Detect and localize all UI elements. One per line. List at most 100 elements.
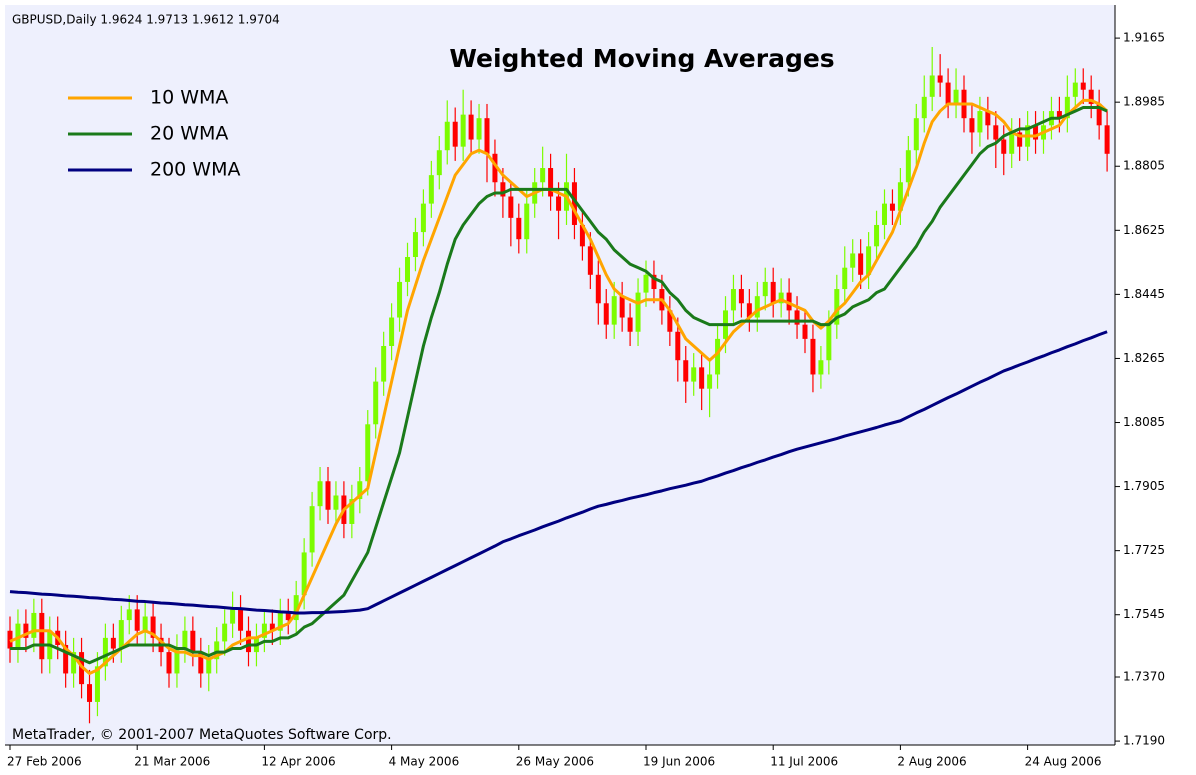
candle-body	[460, 114, 466, 147]
candle-body	[174, 648, 180, 674]
candle-body	[905, 150, 911, 183]
candle-body	[436, 150, 442, 176]
candle-body	[492, 153, 498, 183]
candle-body	[897, 182, 903, 211]
candle-body	[246, 630, 251, 653]
candle-body	[715, 338, 721, 375]
candle-body	[921, 96, 927, 119]
candle-body	[190, 630, 196, 653]
candle-body	[63, 644, 69, 674]
candle-body	[1017, 132, 1023, 147]
y-tick-label: 1.7905	[1123, 479, 1165, 493]
y-tick-label: 1.9165	[1123, 31, 1165, 45]
candle-body	[39, 612, 45, 660]
x-tick-label: 11 Jul 2006	[770, 755, 838, 769]
candle-body	[365, 424, 371, 482]
x-tick-label: 12 Apr 2006	[261, 755, 335, 769]
candle-body	[754, 296, 760, 318]
candle-body	[1088, 89, 1094, 104]
candle-body	[468, 114, 474, 140]
candle-body	[7, 630, 13, 649]
candle-body	[134, 609, 140, 631]
candle-body	[595, 274, 601, 304]
legend-label: 10 WMA	[150, 87, 228, 109]
candle-body	[937, 75, 943, 83]
candle-body	[508, 196, 514, 218]
candle-body	[826, 324, 832, 361]
candle-body	[397, 281, 403, 318]
candle-body	[428, 175, 434, 204]
footer: MetaTrader, © 2001-2007 MetaQuotes Softw…	[12, 727, 392, 743]
candle-body	[667, 310, 673, 332]
candle-body	[571, 182, 577, 225]
candle-body	[730, 289, 736, 311]
y-tick-label: 1.7725	[1123, 543, 1165, 557]
candle-body	[850, 253, 856, 268]
candle-body	[770, 281, 776, 304]
candle-body	[214, 641, 220, 660]
y-tick-label: 1.7190	[1123, 734, 1165, 748]
chart-title: Weighted Moving Averages	[449, 44, 834, 73]
candle-body	[929, 75, 935, 97]
candle-body	[269, 623, 275, 631]
x-tick-label: 26 May 2006	[516, 755, 594, 769]
candle-body	[23, 623, 29, 638]
wma-line	[9, 98, 1109, 675]
candle-body	[373, 381, 379, 425]
candle-body	[802, 324, 808, 339]
y-tick-label: 1.8445	[1123, 287, 1165, 301]
candle-body	[699, 367, 705, 389]
wma-line	[9, 330, 1108, 615]
candle-body	[556, 196, 562, 211]
candle-body	[87, 684, 92, 702]
legend-label: 200 WMA	[150, 159, 240, 181]
candle-body	[126, 609, 132, 621]
candle-body	[651, 274, 657, 290]
candle-body	[142, 616, 148, 631]
candle-body	[1009, 132, 1015, 154]
candle-body	[818, 360, 824, 375]
candle-body	[325, 481, 331, 510]
candle-body	[238, 609, 244, 631]
marks	[7, 47, 1110, 724]
y-tick-label: 1.8265	[1123, 351, 1165, 365]
candle-body	[261, 623, 267, 638]
candle-body	[707, 374, 713, 389]
candle-body	[762, 281, 768, 297]
candle-body	[683, 360, 689, 382]
candle-body	[619, 296, 625, 318]
candle-body	[548, 168, 554, 197]
wma-line	[10, 106, 1108, 665]
candle-body	[1072, 82, 1078, 97]
x-tick-label: 21 Mar 2006	[134, 755, 210, 769]
candle-body	[842, 267, 848, 290]
candle-body	[206, 659, 212, 674]
candle-body	[452, 121, 458, 147]
y-tick-label: 1.7370	[1123, 670, 1165, 684]
candle-body	[412, 232, 418, 258]
candle-body	[333, 495, 339, 510]
candle-body	[889, 203, 895, 211]
candle-body	[524, 203, 530, 240]
candle-body	[913, 118, 919, 151]
candle-body	[691, 367, 697, 382]
candle-body	[810, 338, 816, 375]
candle-body	[969, 118, 975, 133]
candle-body	[882, 203, 887, 225]
candle-body	[587, 246, 593, 275]
candle-body	[500, 182, 506, 197]
candle-body	[786, 292, 792, 311]
candle-body	[1096, 103, 1102, 126]
candle-body	[746, 303, 752, 318]
candle-body	[349, 499, 355, 524]
candle-body	[953, 89, 959, 104]
candle-body	[357, 481, 363, 500]
candle-body	[317, 481, 323, 507]
candle-body	[381, 345, 387, 382]
candle-body	[643, 274, 649, 293]
candle-body	[198, 652, 204, 674]
candle-body	[110, 637, 116, 649]
candle-body	[301, 552, 307, 596]
x-tick-label: 24 Aug 2006	[1025, 755, 1102, 769]
